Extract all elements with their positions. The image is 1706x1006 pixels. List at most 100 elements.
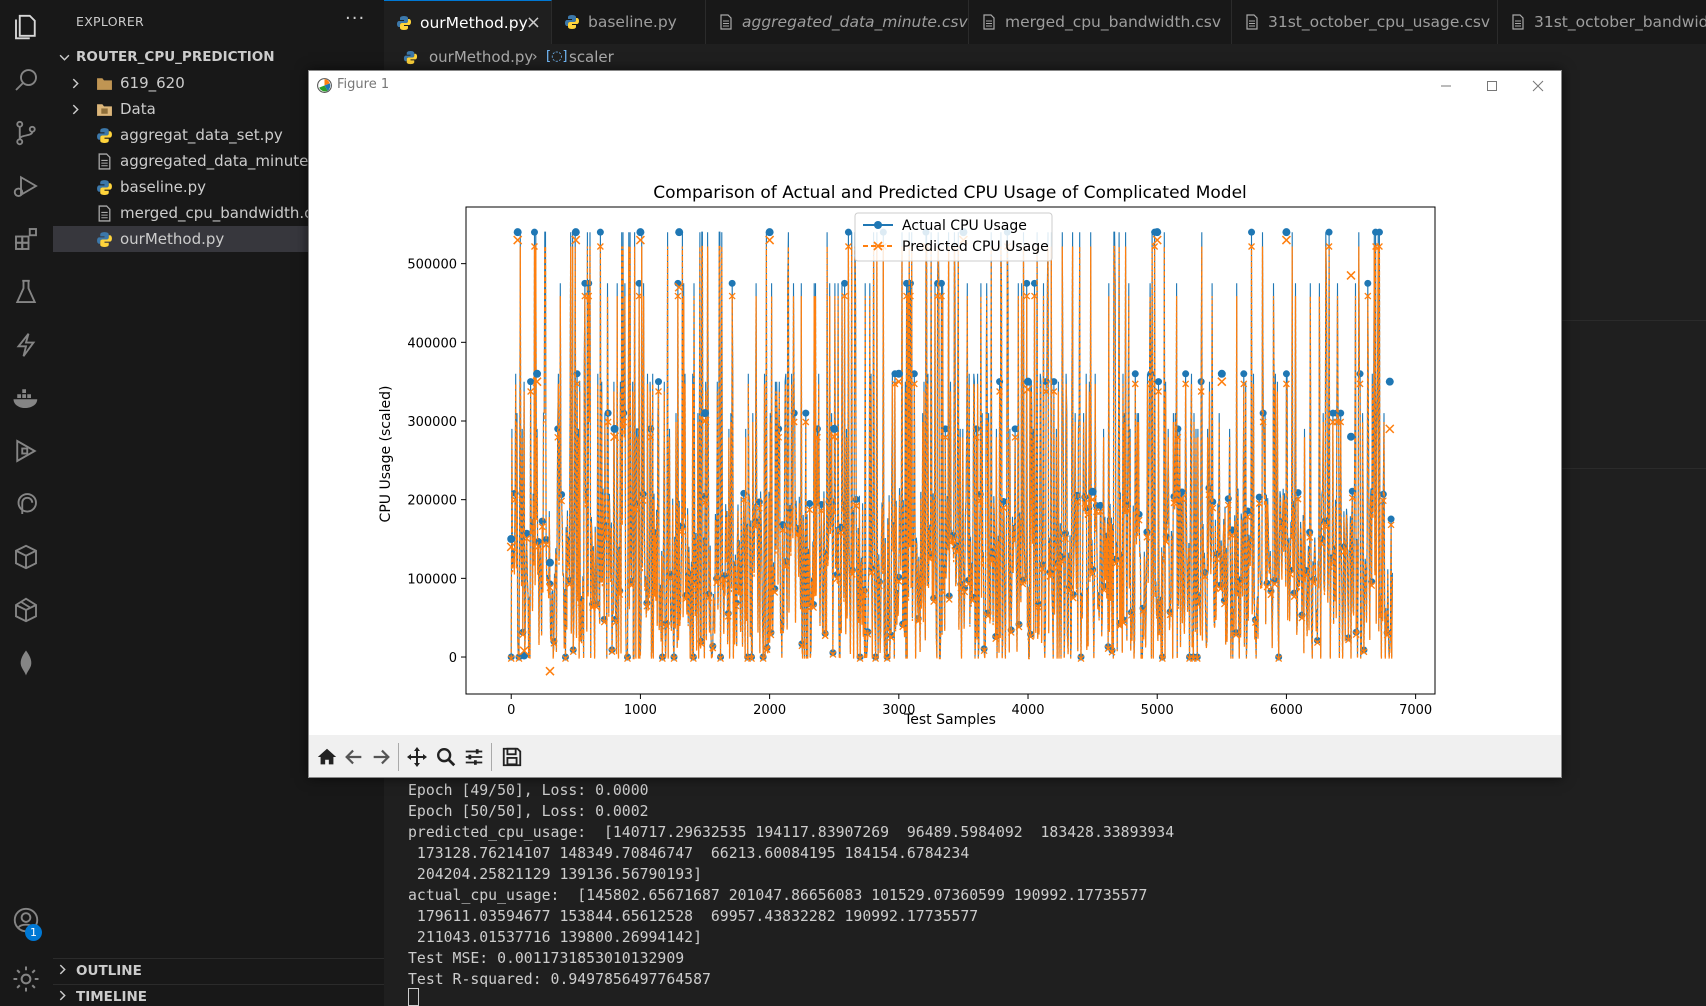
gitlens-icon[interactable] — [9, 487, 43, 521]
terminal-line: Epoch [49/50], Loss: 0.0000 — [408, 782, 649, 799]
actual-sample-point — [830, 424, 839, 433]
chart-marks — [506, 228, 1395, 676]
source-control-icon[interactable] — [9, 116, 43, 150]
tab-label: baseline.py — [588, 13, 677, 31]
actual-point — [538, 517, 546, 525]
actual-point — [542, 536, 550, 544]
chart-title: Comparison of Actual and Predicted CPU U… — [653, 183, 1247, 203]
tree-item-file[interactable]: baseline.py — [53, 174, 384, 200]
tab-31st-october-bandwidth[interactable]: 31st_october_bandwidth — [1498, 0, 1706, 44]
tree-item-label: 619_620 — [120, 74, 185, 92]
project-name: ROUTER_CPU_PREDICTION — [76, 49, 275, 65]
file-icon — [98, 205, 111, 222]
zoom-icon[interactable] — [433, 744, 459, 770]
lightning-icon[interactable] — [9, 328, 43, 362]
chart-canvas[interactable]: Comparison of Actual and Predicted CPU U… — [309, 101, 1561, 735]
actual-point — [1131, 370, 1139, 378]
terminal-panel[interactable]: Epoch [49/50], Loss: 0.0000 Epoch [50/50… — [384, 770, 1706, 1006]
tab-merged-cpu-bandwidth[interactable]: merged_cpu_bandwidth.csv — [969, 0, 1232, 44]
testing-icon[interactable] — [9, 275, 43, 309]
back-arrow-icon[interactable] — [341, 744, 367, 770]
python-file-icon — [97, 128, 112, 143]
legend-actual-marker — [874, 221, 882, 229]
tab-ourmethod[interactable]: ourMethod.py × — [384, 0, 552, 44]
variable-icon: [◌] — [546, 49, 568, 64]
pan-icon[interactable] — [404, 744, 430, 770]
actual-point — [534, 537, 542, 545]
breadcrumb-file[interactable]: ourMethod.py — [429, 48, 534, 66]
y-tick-label: 500000 — [407, 258, 457, 273]
extensions-icon[interactable] — [9, 222, 43, 256]
tab-baseline[interactable]: baseline.py — [552, 0, 706, 44]
minimize-button[interactable] — [1423, 71, 1469, 101]
terminal-line: 179611.03594677 153844.65612528 69957.43… — [408, 908, 979, 925]
actual-sample-point — [636, 228, 645, 237]
python-file-icon — [97, 232, 112, 247]
configure-subplots-icon[interactable] — [461, 744, 487, 770]
save-icon[interactable] — [499, 744, 525, 770]
outline-section[interactable]: OUTLINE — [53, 958, 384, 983]
maximize-button[interactable] — [1469, 71, 1515, 101]
docker-icon[interactable] — [9, 381, 43, 415]
predicted-sample-point — [1217, 377, 1227, 387]
python-file-icon — [97, 180, 112, 195]
x-tick-label: 0 — [507, 703, 515, 718]
actual-point — [655, 378, 663, 386]
close-button[interactable] — [1515, 71, 1561, 101]
terminal-line: Epoch [50/50], Loss: 0.0002 — [408, 803, 649, 820]
x-tick-label: 5000 — [1141, 703, 1174, 718]
project-folder-row[interactable]: ROUTER_CPU_PREDICTION — [53, 44, 384, 70]
mongodb-leaf-icon[interactable] — [9, 646, 43, 680]
package-icon[interactable] — [9, 593, 43, 627]
x-tick-label: 6000 — [1270, 703, 1303, 718]
predicted-sample-point — [1281, 235, 1291, 245]
file-icon — [720, 14, 732, 30]
run-debug-icon[interactable] — [9, 169, 43, 203]
tree-item-label: ourMethod.py — [120, 230, 225, 248]
tree-item-file[interactable]: aggregated_data_minute.csv — [53, 148, 384, 174]
explorer-icon[interactable] — [9, 10, 43, 44]
chevron-right-icon — [57, 959, 71, 983]
file-icon — [98, 153, 111, 170]
matplotlib-figure-window: Figure 1 Comparison of Actual and Predic… — [308, 70, 1562, 778]
folder-icon — [97, 78, 112, 90]
timeline-section[interactable]: TIMELINE — [53, 984, 384, 1006]
figure-window-title: Figure 1 — [337, 77, 390, 92]
remote-explorer-icon[interactable] — [9, 434, 43, 468]
actual-sample-point — [1153, 228, 1162, 237]
gear-icon[interactable] — [9, 962, 43, 996]
chevron-right-icon — [68, 96, 82, 122]
tab-31st-october-cpu-usage[interactable]: 31st_october_cpu_usage.csv — [1232, 0, 1498, 44]
actual-sample-point — [701, 409, 710, 418]
actual-point — [1081, 493, 1089, 501]
actual-sample-point — [1282, 228, 1291, 237]
predicted-sample-point — [635, 235, 645, 245]
actual-sample-point — [894, 369, 903, 378]
actual-sample-point — [545, 558, 554, 567]
toolbar-separator — [491, 743, 492, 771]
containers-icon[interactable] — [9, 540, 43, 574]
close-icon[interactable]: × — [525, 12, 541, 33]
actual-point — [728, 279, 736, 287]
timeline-label: TIMELINE — [76, 989, 148, 1005]
search-icon[interactable] — [9, 63, 43, 97]
actual-point — [635, 279, 643, 287]
terminal-line: predicted_cpu_usage: [140717.29632535 19… — [408, 824, 1175, 841]
terminal-line: actual_cpu_usage: [145802.65671687 20104… — [408, 887, 1148, 904]
home-icon[interactable] — [314, 744, 340, 770]
tree-item-folder[interactable]: 619_620 — [53, 70, 384, 96]
tree-item-folder[interactable]: Data — [53, 96, 384, 122]
tree-item-file[interactable]: aggregat_data_set.py — [53, 122, 384, 148]
more-actions-icon[interactable]: ··· — [345, 8, 366, 29]
breadcrumb-symbol[interactable]: scaler — [569, 48, 614, 66]
python-file-icon — [565, 15, 579, 29]
actual-point — [841, 279, 849, 287]
actual-sample-point — [533, 369, 542, 378]
actual-sample-point — [513, 228, 522, 237]
chevron-down-icon — [57, 44, 71, 70]
account-badge: 1 — [25, 924, 42, 941]
tab-aggregated-data[interactable]: aggregated_data_minute.csv — [706, 0, 969, 44]
tree-item-file[interactable]: merged_cpu_bandwidth.csv — [53, 200, 384, 226]
explorer-title: EXPLORER — [76, 14, 145, 29]
forward-arrow-icon[interactable] — [368, 744, 394, 770]
